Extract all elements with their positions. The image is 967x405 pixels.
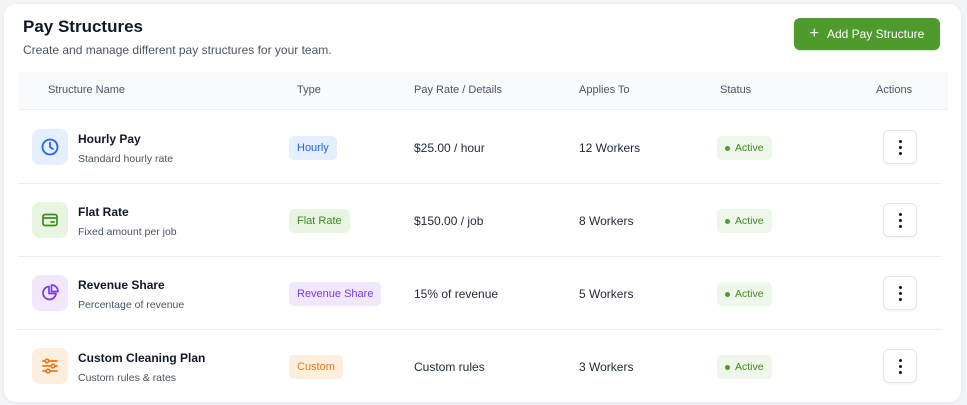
row-actions-button[interactable] [883, 203, 917, 237]
status-badge: Active [717, 282, 772, 306]
structure-name: Hourly Pay [78, 132, 141, 146]
type-badge: Hourly [289, 136, 337, 160]
plus-icon: + [809, 25, 819, 42]
status-label: Active [735, 142, 764, 154]
status-badge: Active [717, 136, 772, 160]
pay-rate: $25.00 / hour [414, 141, 485, 155]
structure-description: Percentage of revenue [78, 299, 185, 311]
status-label: Active [735, 288, 764, 300]
pie-chart-icon [32, 275, 68, 311]
status-label: Active [735, 361, 764, 373]
pay-rate: Custom rules [414, 360, 485, 374]
table-header: Structure Name Type Pay Rate / Details A… [18, 72, 948, 110]
wallet-icon [32, 202, 68, 238]
row-actions-button[interactable] [883, 130, 917, 164]
structure-name: Flat Rate [78, 205, 129, 219]
status-dot-icon [725, 145, 730, 151]
applies-to: 3 Workers [579, 360, 634, 374]
status-badge: Active [717, 355, 772, 379]
column-header-structure-name: Structure Name [48, 84, 126, 96]
type-badge: Custom [289, 355, 343, 379]
status-dot-icon [725, 291, 730, 297]
status-dot-icon [725, 364, 730, 370]
pay-rate: 15% of revenue [414, 287, 499, 301]
status-badge: Active [717, 209, 772, 233]
table-row[interactable]: Revenue Share Percentage of revenue Reve… [18, 257, 941, 330]
add-pay-structure-button[interactable]: + Add Pay Structure [794, 18, 940, 50]
table-row[interactable]: Flat Rate Fixed amount per job Flat Rate… [18, 184, 941, 257]
pay-rate: $150.00 / job [414, 214, 484, 228]
applies-to: 8 Workers [579, 214, 634, 228]
type-badge: Revenue Share [289, 282, 382, 306]
structure-description: Fixed amount per job [78, 226, 177, 238]
table-row[interactable]: Hourly Pay Standard hourly rate Hourly $… [18, 111, 941, 184]
sliders-icon [32, 348, 68, 384]
column-header-applies-to: Applies To [579, 84, 630, 96]
type-badge: Flat Rate [289, 209, 350, 233]
column-header-type: Type [297, 84, 321, 96]
column-header-status: Status [720, 84, 752, 96]
structure-description: Standard hourly rate [78, 153, 174, 165]
applies-to: 5 Workers [579, 287, 634, 301]
structure-name: Custom Cleaning Plan [78, 351, 206, 365]
row-actions-button[interactable] [883, 349, 917, 383]
structure-name: Revenue Share [78, 278, 165, 292]
column-header-pay-rate: Pay Rate / Details [414, 84, 503, 96]
structure-description: Custom rules & rates [78, 372, 177, 384]
row-actions-button[interactable] [883, 276, 917, 310]
clock-icon [32, 129, 68, 165]
column-header-actions: Actions [876, 84, 913, 96]
add-pay-structure-label: Add Pay Structure [826, 27, 925, 41]
status-label: Active [735, 215, 764, 227]
pay-structures-card: Pay Structures Create and manage differe… [4, 4, 961, 402]
table-row[interactable]: Custom Cleaning Plan Custom rules & rate… [18, 330, 941, 402]
page-subtitle: Create and manage different pay structur… [23, 43, 332, 57]
status-dot-icon [725, 218, 730, 224]
applies-to: 12 Workers [579, 141, 641, 155]
page-title: Pay Structures [23, 17, 143, 36]
